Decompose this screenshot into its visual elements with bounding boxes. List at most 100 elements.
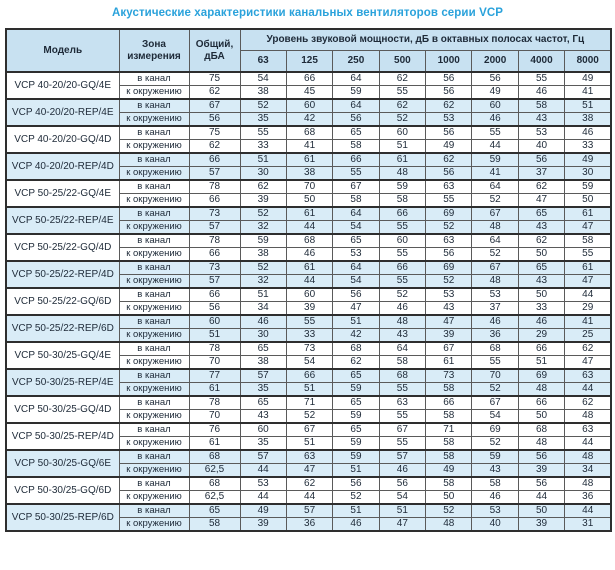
band-value-cell: 44: [239, 490, 287, 505]
band-value-cell: 55: [332, 166, 380, 181]
band-value-cell: 47: [332, 301, 380, 316]
band-value-cell: 62: [517, 179, 566, 194]
band-value-cell: 41: [285, 139, 334, 154]
col-header-freq-8000: 8000: [564, 49, 612, 73]
band-value-cell: 38: [239, 85, 287, 100]
zone-cell: к окружению: [118, 139, 190, 154]
band-value-cell: 58: [517, 98, 566, 113]
table-row: к окружению 62,5 44 47 51 46 49 43 39 34: [6, 463, 612, 478]
acoustics-table: Модель Зона измерения Общий, дБА Уровень…: [5, 28, 613, 532]
band-value-cell: 34: [239, 301, 287, 316]
band-value-cell: 56: [425, 85, 473, 100]
table-header: Модель Зона измерения Общий, дБА Уровень…: [5, 28, 612, 73]
band-value-cell: 57: [378, 449, 427, 464]
band-value-cell: 62: [378, 98, 427, 113]
band-value-cell: 51: [239, 287, 287, 302]
zone-cell: в канал: [118, 233, 190, 248]
model-cell: VCP 40-20/20-GQ/4E: [5, 71, 120, 100]
band-value-cell: 47: [517, 193, 566, 208]
band-value-cell: 55: [378, 274, 427, 289]
model-cell: VCP 50-25/22-GQ/4D: [5, 233, 120, 262]
band-value-cell: 62: [332, 355, 380, 370]
col-header-freq-250: 250: [332, 49, 380, 73]
band-value-cell: 56: [332, 112, 380, 127]
band-value-cell: 43: [425, 301, 473, 316]
band-value-cell: 52: [471, 436, 519, 451]
band-value-cell: 46: [285, 247, 334, 262]
total-dba-cell: 68: [188, 449, 241, 464]
col-header-freq-4000: 4000: [517, 49, 566, 73]
table-row: к окружению 51 30 33 42 43 39 36 29 25: [6, 328, 612, 343]
band-value-cell: 56: [425, 247, 473, 262]
total-dba-cell: 56: [188, 112, 241, 127]
band-value-cell: 58: [425, 409, 473, 424]
band-value-cell: 67: [285, 422, 334, 437]
band-value-cell: 46: [517, 85, 566, 100]
band-value-cell: 73: [425, 368, 473, 383]
band-value-cell: 58: [332, 193, 380, 208]
zone-cell: к окружению: [118, 490, 190, 505]
band-value-cell: 62: [564, 341, 612, 356]
band-value-cell: 70: [285, 179, 334, 194]
band-value-cell: 66: [425, 395, 473, 410]
band-value-cell: 58: [378, 355, 427, 370]
col-header-zone: Зона измерения: [118, 28, 190, 73]
band-value-cell: 44: [564, 503, 612, 518]
zone-cell: в канал: [118, 422, 190, 437]
band-value-cell: 38: [564, 112, 612, 127]
band-value-cell: 47: [378, 517, 427, 532]
band-value-cell: 47: [564, 355, 612, 370]
band-value-cell: 62: [285, 476, 334, 491]
table-row: к окружению 57 32 44 54 55 52 48 43 47: [6, 274, 612, 289]
band-value-cell: 33: [517, 301, 566, 316]
table-row: VCP 50-30/25-GQ/4D в канал 78 65 71 65 63 66 67 6…: [5, 395, 612, 424]
band-value-cell: 55: [378, 382, 427, 397]
total-dba-cell: 61: [188, 436, 241, 451]
table-row: VCP 50-25/22-GQ/6D в канал 66 51 60 56 52 53 53 5…: [5, 287, 612, 316]
band-value-cell: 48: [471, 274, 519, 289]
table-row: VCP 40-20/20-REP/4E в канал 67 52 60 64 62 62 60…: [5, 98, 612, 127]
model-cell: VCP 50-30/25-REP/4E: [5, 368, 120, 397]
band-value-cell: 52: [425, 220, 473, 235]
band-value-cell: 64: [332, 206, 380, 221]
band-value-cell: 61: [285, 260, 334, 275]
band-value-cell: 53: [425, 287, 473, 302]
band-value-cell: 61: [285, 152, 334, 167]
zone-cell: в канал: [118, 206, 190, 221]
band-value-cell: 58: [425, 382, 473, 397]
band-value-cell: 55: [378, 85, 427, 100]
band-value-cell: 46: [378, 463, 427, 478]
band-value-cell: 65: [332, 233, 380, 248]
total-dba-cell: 78: [188, 341, 241, 356]
band-value-cell: 38: [239, 247, 287, 262]
band-value-cell: 46: [564, 125, 612, 140]
band-value-cell: 47: [285, 463, 334, 478]
table-row: к окружению 58 39 36 46 47 48 40 39 31: [6, 517, 612, 532]
band-value-cell: 63: [425, 233, 473, 248]
band-value-cell: 70: [471, 368, 519, 383]
band-value-cell: 59: [332, 409, 380, 424]
total-dba-cell: 73: [188, 206, 241, 221]
band-value-cell: 65: [332, 368, 380, 383]
band-value-cell: 59: [239, 233, 287, 248]
band-value-cell: 39: [517, 517, 566, 532]
band-value-cell: 62: [425, 152, 473, 167]
band-value-cell: 68: [285, 125, 334, 140]
band-value-cell: 54: [332, 274, 380, 289]
band-value-cell: 56: [517, 476, 566, 491]
total-dba-cell: 66: [188, 193, 241, 208]
band-value-cell: 60: [471, 98, 519, 113]
band-value-cell: 66: [285, 368, 334, 383]
total-dba-cell: 62: [188, 139, 241, 154]
band-value-cell: 55: [425, 193, 473, 208]
band-value-cell: 61: [564, 206, 612, 221]
band-value-cell: 42: [285, 112, 334, 127]
band-value-cell: 48: [564, 449, 612, 464]
col-header-freq-63: 63: [239, 49, 287, 73]
band-value-cell: 44: [564, 382, 612, 397]
band-value-cell: 43: [239, 409, 287, 424]
band-value-cell: 57: [239, 449, 287, 464]
band-value-cell: 46: [378, 301, 427, 316]
band-value-cell: 48: [517, 436, 566, 451]
table-row: к окружению 56 34 39 47 46 43 37 33 29: [6, 301, 612, 316]
